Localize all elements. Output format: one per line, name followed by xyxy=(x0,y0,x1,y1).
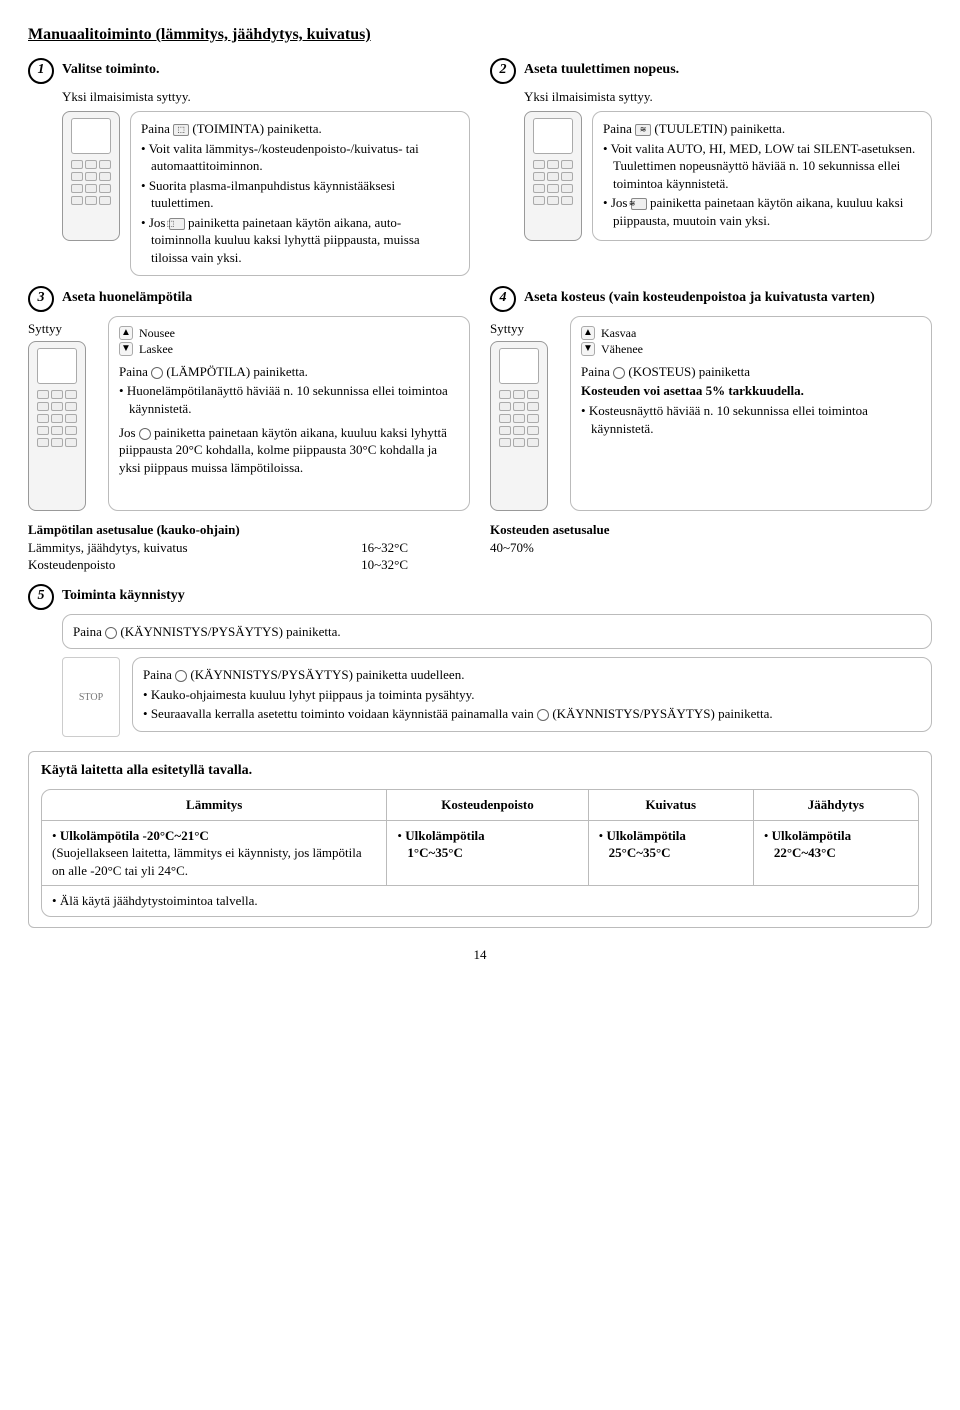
t2: (TUULETIN) painiketta. xyxy=(651,121,785,136)
ops-th: Lämmitys xyxy=(42,790,387,820)
li: Kosteusnäyttö häviää n. 10 sekunnissa el… xyxy=(581,402,921,437)
ops-th: Kuivatus xyxy=(589,790,754,820)
up-icon: ▲ xyxy=(119,326,133,340)
step2-callout: Paina ≋ (TUULETIN) painiketta. Voit vali… xyxy=(592,111,932,241)
up-icon: ▲ xyxy=(581,326,595,340)
badge-4: 4 xyxy=(490,286,516,312)
ops-title: Käytä laitetta alla esitetyllä tavalla. xyxy=(41,762,919,781)
t: Laskee xyxy=(139,341,173,357)
t2: (TOIMINTA) painiketta. xyxy=(189,121,322,136)
step2-sub: Yksi ilmaisimista syttyy. xyxy=(524,88,932,106)
step4-bold: Kosteuden voi asettaa 5% tarkkuudella. xyxy=(581,382,921,400)
step5-callout-start: Paina (KÄYNNISTYS/PYSÄYTYS) painiketta. xyxy=(62,614,932,650)
badge-1: 1 xyxy=(28,58,54,84)
ops-foot: Älä käytä jäähdytystoimintoa talvella. xyxy=(42,885,918,916)
step3-head: 3 Aseta huonelämpötila xyxy=(28,286,470,312)
stop-figure: STOP xyxy=(62,657,120,737)
t: Vähenee xyxy=(601,341,643,357)
step3-para: Jos painiketta painetaan käytön aikana, … xyxy=(119,424,459,477)
down-icon: ▼ xyxy=(119,342,133,356)
power-button-icon xyxy=(105,627,117,639)
t: Paina xyxy=(141,121,173,136)
mode-button-icon: ⬚ xyxy=(169,218,185,230)
humidity-button-icon xyxy=(613,367,625,379)
badge-3: 3 xyxy=(28,286,54,312)
ops-td: Ulkolämpötila -20°C~21°C (Suojellakseen … xyxy=(42,821,387,886)
step5-callout-stop: Paina (KÄYNNISTYS/PYSÄYTYS) painiketta u… xyxy=(132,657,932,732)
t2: (KOSTEUS) painiketta xyxy=(625,364,750,379)
temp-button-icon xyxy=(139,428,151,440)
li: Jos ≋ painiketta painetaan käytön aikana… xyxy=(603,194,921,229)
t: Paina xyxy=(603,121,635,136)
power-button-icon xyxy=(175,670,187,682)
t: Nousee xyxy=(139,325,175,341)
t2: (LÄMPÖTILA) painiketta. xyxy=(163,364,308,379)
power-button-icon xyxy=(537,709,549,721)
step3-side: Syttyy xyxy=(28,320,98,338)
step4-callout: ▲ Kasvaa ▼ Vähenee Paina (KOSTEUS) painike… xyxy=(570,316,932,512)
step3-title: Aseta huonelämpötila xyxy=(62,289,192,308)
remote-figure xyxy=(62,111,120,241)
page-title: Manuaalitoiminto (lämmitys, jäähdytys, k… xyxy=(28,24,932,46)
ops-td: Ulkolämpötila25°C~35°C xyxy=(589,821,754,886)
badge-5: 5 xyxy=(28,584,54,610)
li: Suorita plasma-ilmanpuhdistus käynnistää… xyxy=(141,177,459,212)
down-icon: ▼ xyxy=(581,342,595,356)
step4-side: Syttyy xyxy=(490,320,560,338)
step2-head: 2 Aseta tuulettimen nopeus. xyxy=(490,58,932,84)
step5-head: 5 Toiminta käynnistyy xyxy=(28,584,932,610)
li: Huonelämpötilanäyttö häviää n. 10 sekunn… xyxy=(119,382,459,417)
badge-2: 2 xyxy=(490,58,516,84)
step4-head: 4 Aseta kosteus (vain kosteudenpoistoa j… xyxy=(490,286,932,312)
ops-td: Ulkolämpötila1°C~35°C xyxy=(387,821,588,886)
step1-callout: Paina ⬚ (TOIMINTA) painiketta. Voit vali… xyxy=(130,111,470,275)
li: Voit valita lämmitys-/kosteudenpoisto-/k… xyxy=(141,140,459,175)
fan-button-icon: ≋ xyxy=(635,124,651,136)
step4-title: Aseta kosteus (vain kosteudenpoistoa ja … xyxy=(524,289,875,308)
step1-head: 1 Valitse toiminto. xyxy=(28,58,470,84)
step4-range: Kosteuden asetusalue 40~70% xyxy=(490,521,932,556)
step2-title: Aseta tuulettimen nopeus. xyxy=(524,61,679,80)
li: Kauko-ohjaimesta kuuluu lyhyt piippaus j… xyxy=(143,686,921,704)
ops-th: Kosteudenpoisto xyxy=(387,790,588,820)
li: Seuraavalla kerralla asetettu toiminto v… xyxy=(143,705,921,723)
li: Voit valita AUTO, HI, MED, LOW tai SILEN… xyxy=(603,140,921,193)
fan-button-icon: ≋ xyxy=(631,198,647,210)
step3-callout: ▲ Nousee ▼ Laskee Paina (LÄMPÖTILA) painik… xyxy=(108,316,470,512)
ops-table: Lämmitys Kosteudenpoisto Kuivatus Jäähdy… xyxy=(41,789,919,917)
li: Jos ⬚ painiketta painetaan käytön aikana… xyxy=(141,214,459,267)
step1-sub: Yksi ilmaisimista syttyy. xyxy=(62,88,470,106)
temp-button-icon xyxy=(151,367,163,379)
t: Kasvaa xyxy=(601,325,636,341)
t: Paina xyxy=(581,364,613,379)
t: Paina xyxy=(119,364,151,379)
page-number: 14 xyxy=(28,946,932,964)
remote-figure xyxy=(28,341,86,511)
remote-figure xyxy=(490,341,548,511)
mode-button-icon: ⬚ xyxy=(173,124,189,136)
step3-range: Lämpötilan asetusalue (kauko-ohjain) Läm… xyxy=(28,521,470,574)
operating-conditions: Käytä laitetta alla esitetyllä tavalla. … xyxy=(28,751,932,928)
step1-title: Valitse toiminto. xyxy=(62,61,159,80)
step5-title: Toiminta käynnistyy xyxy=(62,587,185,606)
ops-td: Ulkolämpötila22°C~43°C xyxy=(754,821,918,886)
ops-th: Jäähdytys xyxy=(754,790,918,820)
remote-figure xyxy=(524,111,582,241)
